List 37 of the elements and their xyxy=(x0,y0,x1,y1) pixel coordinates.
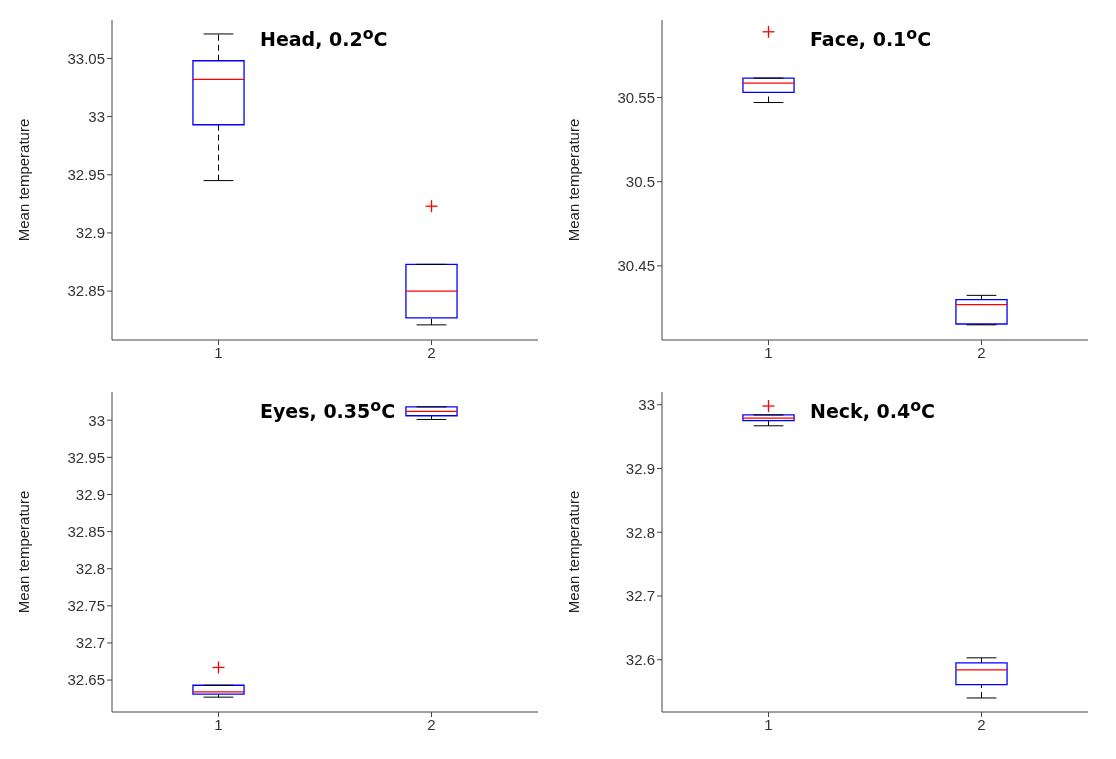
x-tick-label: 2 xyxy=(977,715,986,733)
chart-title: Eyes, 0.35$^{o}$C xyxy=(260,396,396,423)
x-tick-label: 2 xyxy=(427,343,436,361)
y-tick-label: 32.9 xyxy=(625,459,655,477)
y-tick-label: 33 xyxy=(88,107,105,125)
y-axis-title: Mean temperature xyxy=(565,490,583,614)
y-tick-label: 32.85 xyxy=(67,282,105,300)
y-tick-label: 30.45 xyxy=(617,257,655,275)
y-tick-label: 33.05 xyxy=(67,49,105,67)
y-tick-label: 32.7 xyxy=(625,587,655,605)
y-axis-title: Mean temperature xyxy=(15,490,33,614)
y-tick-label: 32.9 xyxy=(75,224,105,242)
x-tick-label: 1 xyxy=(764,343,773,361)
chart-title: Face, 0.1$^{o}$C xyxy=(810,24,932,51)
y-tick-label: 33 xyxy=(88,411,105,429)
x-tick-label: 2 xyxy=(427,715,436,733)
y-tick-label: 32.7 xyxy=(75,634,105,652)
chart-title: Neck, 0.4$^{o}$C xyxy=(810,396,936,423)
y-tick-label: 33 xyxy=(638,396,655,414)
y-tick-label: 32.95 xyxy=(67,166,105,184)
x-tick-label: 1 xyxy=(214,715,223,733)
y-tick-label: 32.8 xyxy=(625,523,655,541)
y-tick-label: 32.75 xyxy=(67,597,105,615)
y-axis-title: Mean temperature xyxy=(15,118,33,242)
y-tick-label: 32.95 xyxy=(67,448,105,466)
x-tick-label: 1 xyxy=(214,343,223,361)
y-tick-label: 32.9 xyxy=(75,485,105,503)
y-tick-label: 32.85 xyxy=(67,522,105,540)
y-tick-label: 32.6 xyxy=(625,651,655,669)
y-axis-title: Mean temperature xyxy=(565,118,583,242)
y-tick-label: 32.8 xyxy=(75,560,105,578)
chart-title: Head, 0.2$^{o}$C xyxy=(260,24,388,51)
y-tick-label: 30.5 xyxy=(625,173,655,191)
y-tick-label: 32.65 xyxy=(67,671,105,689)
x-tick-label: 1 xyxy=(764,715,773,733)
y-tick-label: 30.55 xyxy=(617,88,655,106)
x-tick-label: 2 xyxy=(977,343,986,361)
